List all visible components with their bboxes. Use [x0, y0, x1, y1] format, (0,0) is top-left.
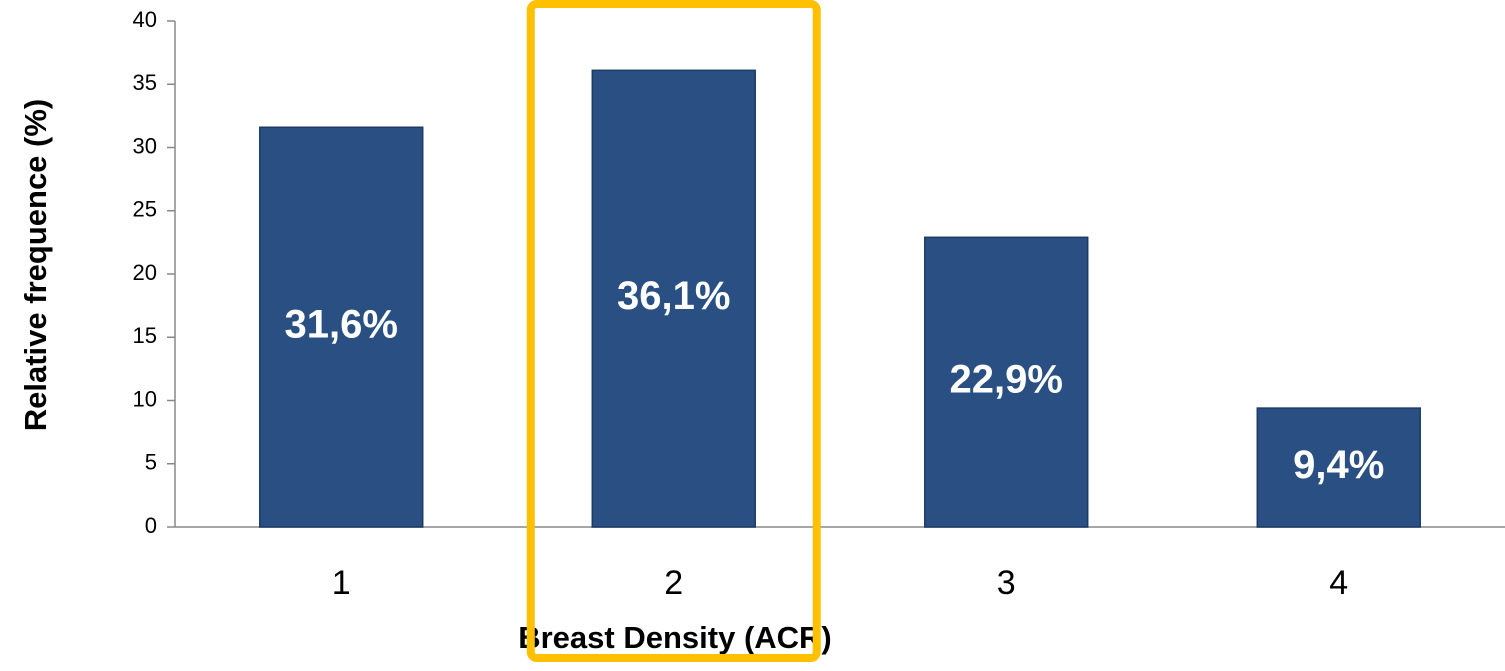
y-tick-label: 20: [133, 260, 157, 285]
value-label: 22,9%: [950, 358, 1063, 402]
y-tick-label: 35: [133, 70, 157, 95]
value-label: 36,1%: [617, 274, 730, 318]
bar: [259, 126, 424, 528]
value-label: 31,6%: [285, 303, 398, 347]
y-axis-title: Relative frequence (%): [18, 99, 53, 432]
y-tick-label: 5: [145, 450, 157, 475]
bar: [1256, 407, 1421, 528]
y-tick-label: 40: [133, 7, 157, 32]
y-tick-label: 15: [133, 323, 157, 348]
x-tick-label: 3: [997, 564, 1016, 602]
value-label: 9,4%: [1293, 443, 1384, 487]
y-tick-label: 10: [133, 386, 157, 411]
x-tick-label: 4: [1329, 564, 1348, 602]
x-tick-label: 2: [664, 564, 683, 602]
x-axis-title: Breast Density (ACR): [518, 620, 832, 655]
bar: [924, 236, 1089, 528]
y-tick-label: 30: [133, 133, 157, 158]
y-tick-label: 25: [133, 197, 157, 222]
bar: [591, 69, 756, 528]
highlight-box: [526, 0, 821, 662]
x-tick-label: 1: [332, 564, 351, 602]
y-tick-label: 0: [145, 513, 157, 538]
